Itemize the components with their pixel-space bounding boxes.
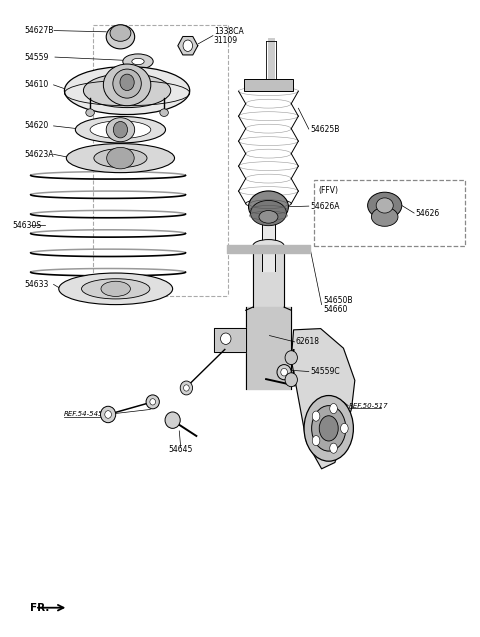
Bar [313,180,466,246]
Ellipse shape [281,368,288,376]
Polygon shape [214,328,246,352]
Ellipse shape [101,282,131,296]
Ellipse shape [123,54,153,69]
Text: 54650B: 54650B [323,296,352,305]
Ellipse shape [84,73,171,108]
Text: (FFV): (FFV) [318,186,338,195]
Ellipse shape [90,121,151,138]
Text: 54623A: 54623A [24,150,54,159]
Text: 54627B: 54627B [24,26,53,35]
Ellipse shape [106,118,135,141]
Polygon shape [291,329,355,469]
Ellipse shape [319,416,338,441]
Ellipse shape [312,436,320,446]
Ellipse shape [277,364,291,380]
Ellipse shape [66,143,175,173]
Ellipse shape [107,147,134,169]
Ellipse shape [64,66,190,115]
Text: 31109: 31109 [214,36,238,45]
Ellipse shape [86,109,95,117]
Ellipse shape [150,399,156,405]
Ellipse shape [312,406,346,451]
Ellipse shape [251,201,287,225]
Ellipse shape [106,25,135,49]
Text: 54645: 54645 [168,445,193,454]
Ellipse shape [368,192,402,218]
Text: 54630S: 54630S [12,220,41,229]
Ellipse shape [100,406,116,423]
Ellipse shape [94,148,147,168]
Ellipse shape [249,191,288,222]
Ellipse shape [146,395,159,409]
Ellipse shape [285,373,298,387]
Ellipse shape [165,412,180,428]
Text: 54610: 54610 [24,80,48,89]
Ellipse shape [312,411,320,421]
Text: 54626A: 54626A [310,201,340,211]
Ellipse shape [59,273,173,304]
Text: REF.54-545: REF.54-545 [63,412,103,417]
Text: 54559: 54559 [24,53,48,62]
Text: 54559C: 54559C [310,367,340,376]
Ellipse shape [330,443,337,454]
Text: 54625B: 54625B [310,125,339,134]
Text: REF.50-517: REF.50-517 [349,403,389,409]
Ellipse shape [75,117,166,143]
Ellipse shape [285,351,298,364]
Ellipse shape [113,69,141,98]
Text: 54660: 54660 [323,304,348,313]
Ellipse shape [183,385,189,391]
Ellipse shape [220,333,231,345]
Polygon shape [178,36,198,55]
Text: 1338CA: 1338CA [214,27,244,36]
Ellipse shape [132,59,144,65]
Ellipse shape [259,210,278,223]
Ellipse shape [304,396,353,461]
Text: 54626: 54626 [416,208,440,218]
Ellipse shape [180,381,192,395]
Text: 54620: 54620 [24,122,48,131]
Text: 54633: 54633 [24,280,48,289]
Ellipse shape [341,424,348,433]
Ellipse shape [376,198,393,213]
Ellipse shape [372,208,398,226]
Bar [244,78,293,91]
Ellipse shape [160,109,168,117]
Ellipse shape [82,279,150,299]
Ellipse shape [330,403,337,413]
Ellipse shape [103,64,151,106]
Ellipse shape [253,240,284,252]
Text: FR.: FR. [30,603,49,613]
Ellipse shape [110,25,131,41]
Ellipse shape [113,122,128,138]
Ellipse shape [105,411,111,419]
Text: 62618: 62618 [296,338,320,347]
Ellipse shape [183,40,192,52]
Ellipse shape [120,74,134,90]
